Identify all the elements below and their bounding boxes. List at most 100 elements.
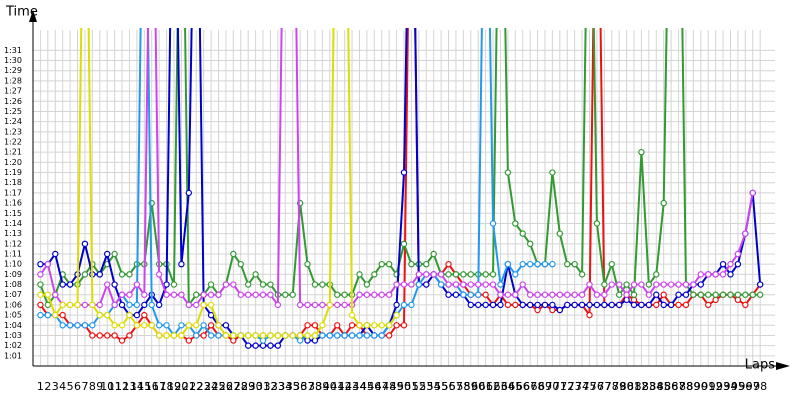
lap-marker: [96, 332, 103, 339]
lap-marker: [44, 260, 52, 268]
lap-marker: [185, 337, 193, 344]
y-tick-label: 1:10: [4, 260, 22, 269]
x-tick-label: 96: [738, 380, 752, 393]
lap-marker: [482, 301, 489, 309]
lap-marker: [756, 281, 764, 288]
x-tick-label: 43: [345, 380, 359, 393]
lap-marker: [59, 281, 66, 288]
lap-marker: [615, 281, 623, 288]
lap-marker: [682, 281, 690, 288]
lap-marker: [400, 322, 408, 329]
lap-marker: [334, 322, 341, 329]
x-tick-label: 44: [352, 380, 366, 393]
x-tick-label: 57: [449, 380, 463, 393]
lap-marker: [393, 322, 400, 329]
x-tick-label: 79: [612, 380, 626, 393]
lap-marker: [230, 337, 237, 344]
lap-marker: [178, 291, 185, 298]
lap-marker: [705, 291, 712, 298]
lap-marker: [244, 342, 252, 349]
y-tick-label: 1:04: [4, 321, 22, 330]
lap-marker: [430, 271, 437, 278]
x-tick-label: 49: [390, 380, 404, 393]
lap-marker: [423, 260, 430, 268]
x-tick-label: 56: [442, 380, 456, 393]
lap-marker: [393, 311, 400, 319]
lap-marker: [207, 301, 215, 309]
lap-marker: [489, 271, 497, 278]
lap-marker: [244, 332, 252, 339]
lap-marker: [289, 332, 296, 339]
lap-marker: [66, 322, 74, 329]
lap-marker: [274, 342, 282, 349]
lap-marker: [378, 260, 385, 268]
lap-marker: [408, 301, 415, 309]
lap-marker: [133, 322, 141, 329]
lap-marker: [645, 281, 653, 288]
lap-marker: [512, 301, 519, 309]
lap-marker: [712, 291, 719, 298]
lap-marker: [489, 301, 497, 309]
lap-marker: [712, 271, 719, 278]
lap-marker: [185, 301, 193, 309]
x-tick-label: 75: [583, 380, 597, 393]
x-tick-label: 92: [709, 380, 723, 393]
y-tick-label: 1:08: [4, 280, 22, 289]
lap-marker: [660, 291, 667, 298]
lap-marker: [526, 240, 534, 248]
x-tick-label: 30: [249, 380, 263, 393]
lap-marker: [586, 311, 593, 319]
lap-marker: [222, 332, 230, 339]
x-tick-label: 4: [59, 380, 66, 393]
lap-marker: [207, 311, 215, 319]
x-tick-label: 98: [753, 380, 767, 393]
lap-marker: [749, 291, 756, 298]
y-tick-label: 1:31: [4, 46, 22, 55]
lap-marker: [645, 301, 653, 309]
lap-marker: [601, 291, 608, 298]
lap-marker: [623, 291, 630, 298]
x-tick-label: 71: [553, 380, 567, 393]
lap-marker: [571, 260, 578, 268]
lap-marker: [193, 332, 200, 339]
lap-marker: [541, 301, 549, 309]
x-tick-label: 41: [330, 380, 344, 393]
lap-marker: [311, 301, 319, 309]
x-tick-label: 50: [397, 380, 411, 393]
y-tick-label: 1:15: [4, 209, 22, 218]
x-tick-label: 62: [486, 380, 500, 393]
lap-marker: [526, 291, 534, 298]
x-tick-label: 63: [493, 380, 507, 393]
lap-marker: [437, 281, 445, 288]
lap-marker: [378, 332, 385, 339]
x-tick-label: 87: [672, 380, 686, 393]
lap-marker: [304, 332, 311, 339]
lap-marker: [267, 281, 274, 288]
lap-marker: [178, 322, 185, 329]
lap-marker: [274, 301, 282, 309]
x-tick-label: 61: [479, 380, 493, 393]
x-tick-label: 6: [74, 380, 81, 393]
lap-marker: [74, 322, 81, 329]
lap-marker: [734, 291, 742, 298]
lap-marker: [653, 281, 660, 288]
y-tick-label: 1:30: [4, 56, 22, 65]
lap-marker: [608, 260, 615, 268]
lap-marker: [519, 260, 526, 268]
lap-marker: [653, 271, 660, 278]
lap-marker: [215, 322, 222, 329]
lap-marker: [103, 281, 111, 288]
lap-marker: [126, 332, 133, 339]
lap-marker: [133, 301, 141, 309]
lap-marker: [74, 301, 81, 309]
x-tick-label: 22: [189, 380, 203, 393]
lap-marker: [230, 281, 237, 288]
lap-marker: [44, 301, 52, 309]
lap-marker: [415, 271, 423, 278]
x-tick-label: 83: [642, 380, 656, 393]
x-tick-label: 29: [241, 380, 255, 393]
lap-marker: [734, 296, 742, 304]
x-tick-label: 55: [434, 380, 448, 393]
x-tick-label: 3: [52, 380, 59, 393]
x-tick-label: 82: [634, 380, 648, 393]
